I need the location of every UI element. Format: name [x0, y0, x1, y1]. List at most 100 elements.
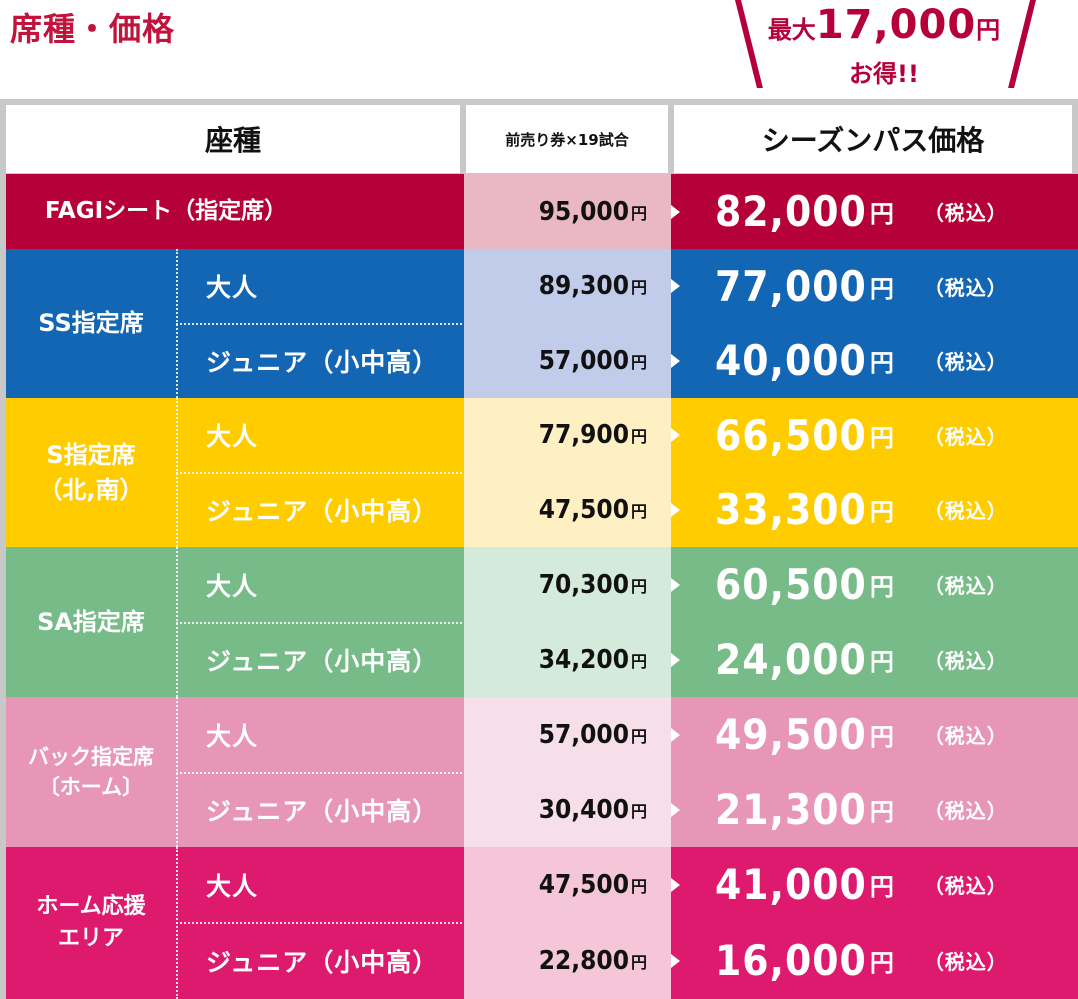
presale-amount: 47,500	[538, 869, 629, 900]
sub-label-adult: 大人	[206, 721, 259, 751]
presale-amount: 89,300	[538, 271, 629, 301]
page-title: 席種・価格	[10, 10, 176, 48]
tax-label: （税込）	[923, 275, 1008, 300]
tax-label: （税込）	[923, 799, 1008, 823]
yen-label: 円	[630, 651, 647, 671]
yen-label: 円	[630, 726, 647, 746]
header-season-pass: シーズンパス価格	[674, 105, 1072, 173]
yen-label: 円	[869, 723, 894, 751]
sub-label-junior: ジュニア（小中高）	[206, 496, 439, 526]
presale-cell: 47,500 円	[464, 847, 671, 922]
sub-label-adult: 大人	[206, 422, 259, 451]
yen-label: 円	[630, 876, 647, 896]
presale-cell: 57,000 円	[464, 323, 671, 398]
presale-amount: 34,200	[538, 644, 629, 675]
arrow-right-icon	[671, 354, 680, 368]
presale-cell: 47,500 円	[464, 472, 671, 547]
presale-amount: 22,800	[538, 945, 629, 976]
presale-amount: 95,000	[538, 196, 629, 227]
group-label-s-line2: （北,南）	[38, 475, 144, 504]
sub-label-adult: 大人	[206, 273, 259, 302]
promo-max-savings: 最大17,000円	[748, 2, 1020, 48]
group-label-sa: SA指定席	[37, 607, 145, 636]
yen-label: 円	[869, 949, 894, 977]
season-cell: 41,000 円 （税込）	[671, 847, 1078, 922]
season-amount: 66,500	[715, 410, 867, 460]
presale-amount: 70,300	[538, 569, 629, 600]
presale-cell: 57,000 円	[464, 697, 671, 772]
group-label-ss: SS指定席	[38, 309, 144, 338]
promo-suffix: お得!!	[849, 60, 919, 88]
group-label-home-line1: ホーム応援	[36, 894, 146, 920]
yen-label: 円	[630, 801, 647, 821]
season-amount: 16,000	[715, 936, 867, 985]
season-amount: 77,000	[715, 261, 867, 311]
season-cell: 66,500 円 （税込）	[671, 398, 1078, 472]
arrow-right-icon	[671, 503, 680, 517]
tax-label: （税込）	[923, 350, 1008, 374]
sub-label-junior: ジュニア（小中高）	[206, 646, 439, 676]
group-label-home: ホーム応援 エリア	[6, 847, 176, 999]
sub-label-junior: ジュニア（小中高）	[206, 347, 439, 377]
season-amount: 49,500	[715, 710, 867, 759]
group-label-home-line2: エリア	[57, 926, 124, 951]
tax-label: （税込）	[923, 874, 1008, 898]
yen-label: 円	[630, 427, 647, 446]
season-cell: 77,000 円 （税込）	[671, 249, 1078, 323]
tax-label: （税込）	[923, 574, 1008, 598]
arrow-right-icon	[671, 205, 680, 219]
season-cell: 49,500 円 （税込）	[671, 697, 1078, 772]
season-cell: 82,000 円 （税込）	[671, 174, 1078, 249]
season-amount: 41,000	[715, 860, 867, 909]
yen-label: 円	[869, 798, 894, 826]
yen-label: 円	[630, 278, 647, 297]
tax-label: （税込）	[923, 201, 1008, 225]
promo-amount: 17,000	[815, 2, 977, 48]
yen-label: 円	[869, 873, 894, 901]
group-fagi	[6, 174, 464, 249]
arrow-right-icon	[671, 728, 680, 742]
yen-label: 円	[869, 349, 894, 377]
season-cell: 33,300 円 （税込）	[671, 472, 1078, 547]
tax-label: （税込）	[923, 724, 1008, 748]
yen-label: 円	[630, 352, 647, 372]
arrow-right-icon	[671, 803, 680, 817]
arrow-right-icon	[671, 653, 680, 667]
season-amount: 40,000	[715, 336, 867, 385]
presale-cell: 95,000 円	[464, 174, 671, 249]
tax-label: （税込）	[923, 499, 1008, 523]
presale-amount: 47,500	[538, 494, 629, 525]
season-amount: 24,000	[715, 635, 867, 684]
yen-label: 円	[630, 501, 647, 521]
promo-yen: 円	[976, 16, 1001, 44]
season-amount: 82,000	[715, 187, 867, 236]
presale-cell: 89,300 円	[464, 249, 671, 323]
group-label-back: バック指定席 〔ホーム〕	[6, 697, 176, 847]
group-label-s-line1: S指定席	[46, 440, 136, 469]
yen-label: 円	[869, 573, 894, 601]
season-amount: 60,500	[715, 560, 867, 609]
arrow-right-icon	[671, 578, 680, 592]
season-cell: 24,000 円 （税込）	[671, 622, 1078, 697]
season-cell: 60,500 円 （税込）	[671, 547, 1078, 622]
yen-label: 円	[630, 203, 647, 223]
tax-label: （税込）	[923, 950, 1008, 974]
group-label-fagi: FAGIシート（指定席）	[44, 197, 288, 224]
yen-label: 円	[869, 274, 894, 303]
yen-label: 円	[630, 952, 647, 972]
yen-label: 円	[869, 423, 894, 452]
header-presale: 前売り券×19試合	[466, 105, 668, 173]
yen-label: 円	[869, 498, 894, 526]
yen-label: 円	[630, 576, 647, 596]
group-label-back-line1: バック指定席	[28, 744, 154, 769]
yen-label: 円	[869, 200, 894, 228]
presale-amount: 57,000	[538, 345, 629, 376]
arrow-right-icon	[671, 428, 680, 442]
promo-prefix: 最大	[767, 16, 816, 44]
presale-amount: 57,000	[538, 719, 629, 750]
season-amount: 33,300	[715, 485, 867, 534]
sub-label-adult: 大人	[206, 571, 259, 601]
presale-cell: 30,400 円	[464, 772, 671, 847]
season-cell: 21,300 円 （税込）	[671, 772, 1078, 847]
arrow-right-icon	[671, 878, 680, 892]
